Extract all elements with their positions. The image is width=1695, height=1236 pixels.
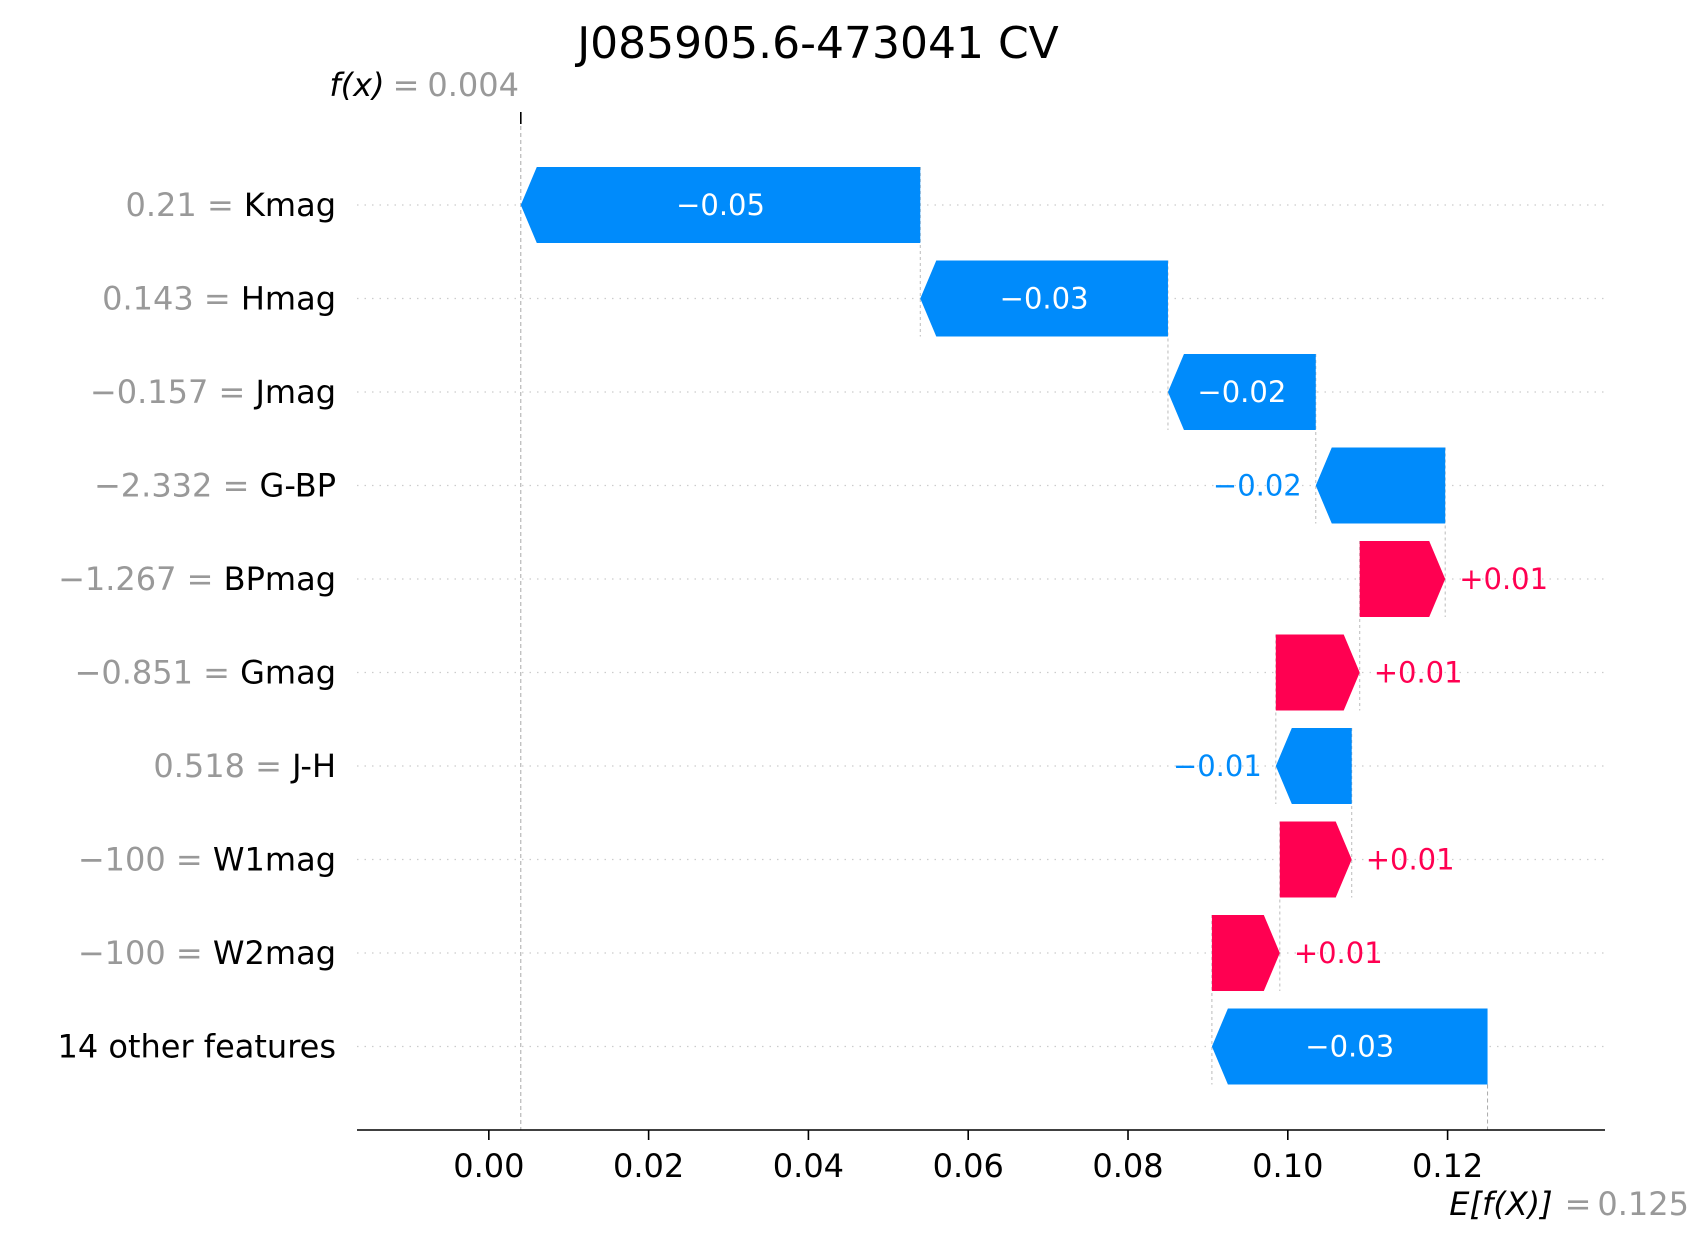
feature-name: Hmag (241, 280, 336, 318)
bar-value-label: +0.01 (1366, 843, 1455, 877)
connector-lines (919, 167, 1446, 1085)
feature-name: Kmag (244, 186, 336, 224)
negative-bar (1211, 1008, 1488, 1085)
negative-bar (1167, 354, 1316, 430)
feature-value: −1.267 = (58, 560, 224, 598)
feature-value: 0.143 = (102, 280, 241, 318)
feature-name: W2mag (213, 934, 336, 972)
bar-value-label: −0.03 (1000, 282, 1089, 316)
x-tick-label: 0.12 (1412, 1147, 1483, 1185)
feature-label: 14 other features (57, 1028, 336, 1066)
feature-name: W1mag (213, 841, 336, 879)
bar-labels: −0.05 −0.03 −0.02 −0.02 +0.01 +0.01 −0.01 +0.01… (676, 188, 1548, 1064)
feature-name: G-BP (260, 467, 336, 505)
feature-label: 0.143 = Hmag (102, 280, 336, 318)
bar-value-label: +0.01 (1294, 936, 1383, 970)
feature-labels: 0.21 = Kmag 0.143 = Hmag −0.157 = Jmag −2.3… (57, 186, 336, 1066)
feature-name: J-H (290, 747, 336, 785)
feature-label: −1.267 = BPmag (58, 560, 336, 598)
feature-label: −100 = W1mag (78, 841, 336, 879)
x-tick-label: 0.02 (613, 1147, 684, 1185)
fx-annotation: f(x) = 0.004 (329, 66, 519, 104)
feature-value: −0.851 = (75, 654, 241, 692)
fx-value: 0.004 (427, 66, 519, 104)
feature-label: −0.851 = Gmag (75, 654, 336, 692)
feature-label: −2.332 = G-BP (94, 467, 336, 505)
feature-value: −2.332 = (94, 467, 260, 505)
negative-bar (920, 260, 1168, 337)
feature-name: 14 other features (57, 1028, 336, 1066)
x-tick-label: 0.06 (933, 1147, 1004, 1185)
bar-value-label: +0.01 (1374, 656, 1463, 690)
x-axis: 0.00 0.02 0.04 0.06 0.08 0.10 0.12 (357, 1129, 1605, 1185)
positive-bar (1211, 915, 1280, 991)
feature-label: 0.518 = J-H (153, 747, 336, 785)
negative-bar (1315, 447, 1446, 524)
feature-name: Jmag (253, 373, 336, 411)
svg-text:E[f(X)]=0.125: E[f(X)] = 0.125 (1449, 1185, 1689, 1223)
efx-value: 0.125 (1597, 1185, 1689, 1223)
bar-value-label: −0.05 (676, 188, 765, 222)
bar-value-label: −0.03 (1305, 1030, 1394, 1064)
positive-bar (1275, 634, 1360, 711)
negative-bar (1275, 728, 1352, 804)
svg-text:f(x)=0.004: f(x) = 0.004 (329, 66, 519, 104)
feature-label: −0.157 = Jmag (90, 373, 336, 411)
bars (520, 167, 1488, 1085)
reference-lines (519, 112, 1489, 1130)
positive-bar (1279, 821, 1352, 898)
feature-value: −100 = (78, 934, 213, 972)
feature-value: 0.518 = (153, 747, 292, 785)
bar-value-label: −0.01 (1173, 749, 1262, 783)
negative-bar (520, 167, 921, 243)
feature-name: BPmag (224, 560, 336, 598)
efx-annotation: E[f(X)] = 0.125 (1449, 1185, 1689, 1223)
feature-value: −0.157 = (90, 373, 256, 411)
x-tick-label: 0.10 (1252, 1147, 1323, 1185)
bar-value-label: −0.02 (1197, 375, 1286, 409)
positive-bar (1359, 541, 1446, 617)
feature-name: Gmag (240, 654, 336, 692)
efx-label: E[f(X)] (1449, 1185, 1552, 1223)
bar-value-label: −0.02 (1213, 469, 1302, 503)
chart-title: J085905.6-473041 CV (574, 18, 1059, 69)
feature-label: 0.21 = Kmag (126, 186, 336, 224)
x-tick-label: 0.00 (453, 1147, 524, 1185)
x-tick-label: 0.04 (773, 1147, 844, 1185)
bar-value-label: +0.01 (1459, 562, 1548, 596)
feature-value: 0.21 = (126, 186, 244, 224)
fx-label: f(x) (329, 66, 384, 104)
feature-label: −100 = W2mag (78, 934, 336, 972)
feature-value: −100 = (78, 841, 213, 879)
x-tick-label: 0.08 (1092, 1147, 1163, 1185)
